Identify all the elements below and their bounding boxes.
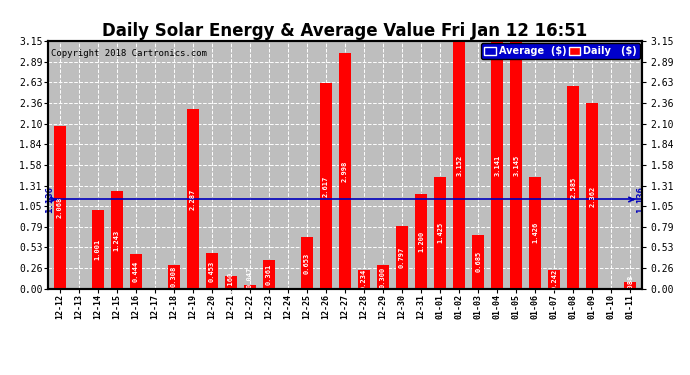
Text: 0.242: 0.242	[551, 268, 558, 290]
Bar	[225, 276, 237, 289]
Text: 1.200: 1.200	[418, 231, 424, 252]
Text: 0.444: 0.444	[132, 261, 139, 282]
Text: 0.361: 0.361	[266, 264, 272, 285]
Bar	[396, 226, 408, 289]
Bar	[510, 42, 522, 289]
Text: 2.998: 2.998	[342, 160, 348, 182]
Bar	[110, 191, 123, 289]
Bar	[624, 282, 636, 289]
Text: 0.047: 0.047	[247, 267, 253, 288]
Text: 3.145: 3.145	[513, 154, 519, 176]
Text: 0.453: 0.453	[209, 260, 215, 282]
Bar	[358, 270, 371, 289]
Text: 0.300: 0.300	[380, 266, 386, 288]
Text: 1.136: 1.136	[45, 186, 54, 213]
Bar	[92, 210, 104, 289]
Legend: Average  ($), Daily   ($): Average ($), Daily ($)	[482, 43, 640, 59]
Bar	[529, 177, 542, 289]
Text: 1.136: 1.136	[636, 186, 645, 213]
Text: 0.653: 0.653	[304, 252, 310, 274]
Text: Copyright 2018 Cartronics.com: Copyright 2018 Cartronics.com	[51, 49, 207, 58]
Bar	[586, 103, 598, 289]
Text: 0.088: 0.088	[627, 274, 633, 296]
Bar	[168, 264, 180, 289]
Bar	[244, 285, 256, 289]
Text: 1.425: 1.425	[437, 222, 443, 243]
Text: 3.152: 3.152	[456, 154, 462, 176]
Text: 1.001: 1.001	[95, 239, 101, 260]
Text: 0.797: 0.797	[399, 247, 405, 268]
Bar	[263, 260, 275, 289]
Bar	[434, 177, 446, 289]
Text: 0.685: 0.685	[475, 251, 481, 273]
Bar	[453, 41, 465, 289]
Bar	[472, 235, 484, 289]
Text: 1.243: 1.243	[114, 229, 120, 251]
Text: 2.287: 2.287	[190, 188, 196, 210]
Bar	[206, 253, 218, 289]
Text: 3.141: 3.141	[494, 155, 500, 176]
Bar	[187, 109, 199, 289]
Text: 2.617: 2.617	[323, 176, 329, 196]
Bar	[548, 270, 560, 289]
Bar	[301, 237, 313, 289]
Bar	[415, 195, 427, 289]
Text: 1.426: 1.426	[532, 222, 538, 243]
Bar	[130, 254, 142, 289]
Bar	[377, 265, 389, 289]
Text: 0.308: 0.308	[171, 266, 177, 287]
Text: 2.585: 2.585	[570, 177, 576, 198]
Bar	[567, 86, 580, 289]
Text: 2.362: 2.362	[589, 185, 595, 207]
Bar	[319, 83, 332, 289]
Bar	[339, 53, 351, 289]
Title: Daily Solar Energy & Average Value Fri Jan 12 16:51: Daily Solar Energy & Average Value Fri J…	[102, 22, 588, 40]
Text: 0.234: 0.234	[361, 269, 367, 290]
Bar	[491, 42, 503, 289]
Text: 0.160: 0.160	[228, 272, 234, 293]
Bar	[54, 126, 66, 289]
Text: 2.068: 2.068	[57, 197, 63, 218]
